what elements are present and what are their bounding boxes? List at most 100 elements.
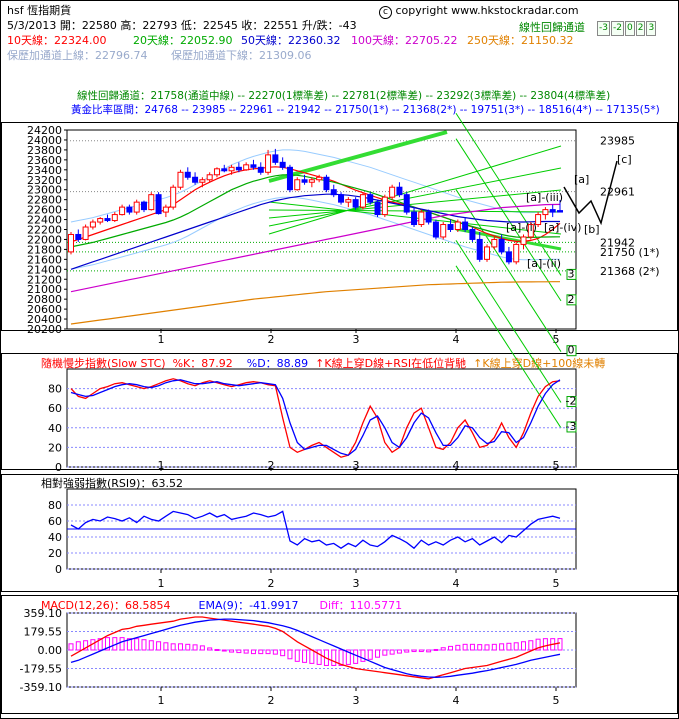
y-label-3-0: 359.10: [24, 607, 63, 620]
y-tick-label-11: 22400: [27, 214, 62, 227]
x-tick-label-2-4: 5: [553, 577, 560, 590]
candle-body: [265, 154, 272, 173]
fib-label-1: 22961: [600, 186, 635, 199]
x-tick-label-0-4: 5: [553, 333, 560, 346]
rsi-title: 相對強弱指數(RSI9): [41, 477, 141, 490]
fan-line-0: [268, 145, 562, 235]
candle-body: [374, 201, 381, 216]
panel-border-0: [1, 122, 678, 331]
candle-body: [345, 199, 352, 203]
candle-body: [316, 176, 323, 181]
panel-border-3: [1, 595, 678, 714]
candle-body: [359, 194, 366, 208]
channel-tag-4: -3: [566, 420, 577, 433]
y-tick-label-20: 24200: [27, 124, 62, 137]
symbol-title: hsf 恆指期貨: [7, 4, 72, 17]
candle-body: [140, 201, 147, 211]
y-tick-label-9: 22000: [27, 233, 62, 246]
candle-body: [155, 194, 162, 215]
candle-body: [411, 211, 418, 226]
candle-body: [308, 179, 315, 183]
diff-bar: [382, 649, 388, 656]
channel-button-3[interactable]: 2: [635, 21, 646, 36]
channel-tag-3: -2: [566, 395, 577, 408]
macd-title-row: MACD(12,26)：68.5854 EMA(9)：-41.9917 Diff…: [41, 599, 402, 612]
diff-bar: [68, 643, 74, 651]
channel-button-0[interactable]: -3: [597, 21, 610, 36]
diff-bar: [499, 643, 505, 651]
diff-bar: [462, 643, 468, 651]
y-label-3-2: 0.00: [38, 644, 63, 657]
candle-body: [440, 224, 447, 238]
y-tick-label-5: 21200: [27, 273, 62, 286]
candle-body: [527, 224, 534, 238]
channel-buttons[interactable]: -3 -2 0 2 3: [597, 21, 657, 36]
trend-line-up: [268, 130, 448, 183]
channel-tag-2: 0: [568, 344, 575, 357]
candle-body: [535, 214, 542, 226]
channel-title: 線性回歸通道: [519, 21, 585, 34]
diff-bar: [440, 647, 446, 651]
macd-label: MACD(12,26)：68.5854: [41, 599, 171, 612]
x-tick-label-1-0: 1: [158, 459, 165, 472]
diff-bar: [367, 649, 373, 660]
x-tick-label-1-1: 2: [268, 459, 275, 472]
y-tick-label-1: 20400: [27, 313, 62, 326]
y-label-1-3: 60: [48, 402, 62, 415]
candle-body: [425, 211, 432, 223]
ema-label: EMA(9)：-41.9917: [198, 599, 299, 612]
candle-body: [97, 218, 104, 223]
channel-tag-0: 3: [568, 267, 575, 280]
x-tick-label-2-3: 4: [453, 577, 460, 590]
candle-body: [162, 206, 169, 213]
candle-body: [228, 166, 235, 172]
diff-bar: [177, 643, 183, 651]
ma10-label: 10天線：22324.00: [7, 34, 107, 47]
diff-bar: [265, 649, 271, 655]
fib-label-2: 21942: [600, 236, 635, 249]
diff-label: Diff：110.5771: [319, 599, 403, 612]
diff-bar: [272, 649, 278, 655]
channel-button-2[interactable]: 0: [624, 21, 635, 36]
fan-line-3: [268, 209, 562, 213]
candle-body: [301, 179, 308, 183]
channel-button-1[interactable]: -2: [610, 21, 624, 36]
diff-bar: [156, 641, 162, 651]
candle-body: [75, 233, 82, 240]
diff-bar: [280, 649, 286, 657]
regression-line-text: 線性回歸通道：21758(通道中線) -- 22270(1標準差) -- 227…: [77, 90, 611, 102]
candle-body: [476, 238, 483, 260]
candle-body: [199, 179, 206, 183]
copyright-icon: c: [379, 6, 392, 19]
candle-body: [133, 201, 140, 213]
x-tick-label-1-2: 3: [353, 459, 360, 472]
wave-label-5: [a]-(iv): [544, 221, 581, 234]
candle-body: [221, 168, 228, 172]
y-label-2-1: 20: [48, 547, 62, 560]
plot-box-1: [66, 368, 577, 468]
x-tick-label-2-2: 3: [353, 577, 360, 590]
channel-line-0: [455, 113, 562, 276]
diff-bar: [214, 648, 220, 651]
candle-body: [520, 236, 527, 245]
candle-body: [498, 238, 505, 253]
channel-button-4[interactable]: 3: [646, 21, 657, 36]
diff-bar: [243, 649, 249, 654]
candle-body: [206, 174, 213, 181]
diff-bar: [287, 649, 293, 660]
candle-body: [243, 164, 250, 171]
candle-body: [330, 189, 337, 196]
candle-body: [389, 186, 396, 198]
diff-bar: [353, 649, 359, 664]
y-tick-label-6: 21400: [27, 263, 62, 276]
diff-bar: [506, 642, 512, 651]
candle-body: [286, 166, 293, 191]
diff-bar: [360, 649, 366, 662]
copyright: c copyright www.hkstockradar.com: [379, 4, 579, 19]
wave-label-4: [a]-(i): [506, 221, 537, 234]
diff-bar: [389, 649, 395, 655]
x-tick-label-3-4: 5: [553, 694, 560, 707]
candle-body: [338, 194, 345, 203]
candle-body: [542, 209, 549, 216]
y-tick-label-12: 22600: [27, 204, 62, 217]
